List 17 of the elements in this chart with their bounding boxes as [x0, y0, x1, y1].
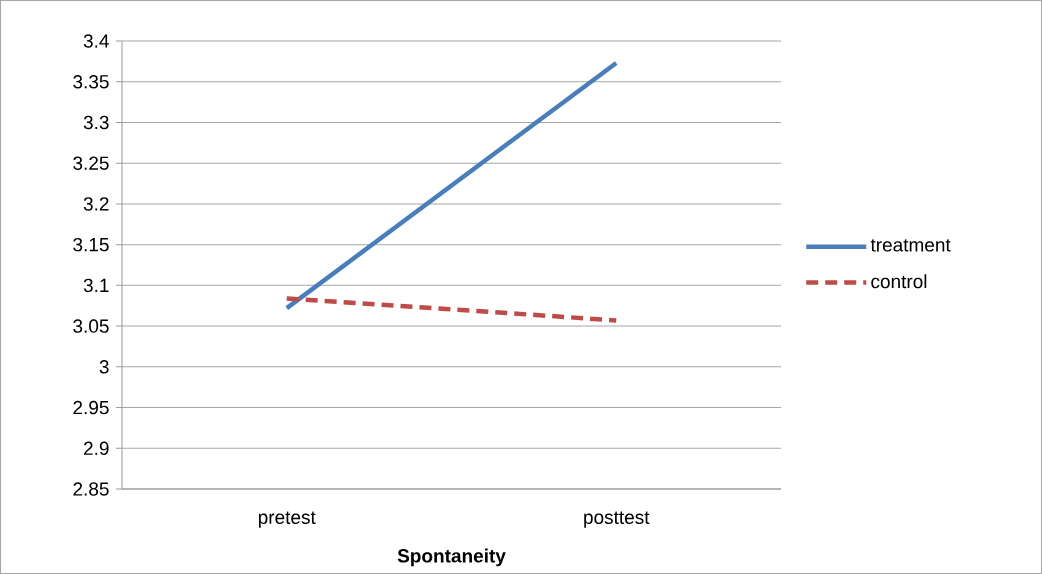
y-tick-label: 2.9: [84, 441, 109, 455]
y-tick-label: 3: [99, 360, 109, 374]
y-tick-label: 3.2: [83, 197, 109, 211]
x-tick-label: pretest: [258, 511, 316, 528]
y-tick-label: 3.3: [83, 115, 109, 130]
legend-label: control: [871, 274, 927, 289]
y-tick-label: 3.4: [83, 34, 109, 48]
y-tick-label: 3.35: [73, 75, 109, 89]
y-tick-label: 3.15: [73, 237, 109, 252]
x-tick-label: posttest: [584, 511, 650, 528]
y-tick-label: 3.05: [73, 319, 109, 333]
legend-label: treatment: [870, 239, 951, 252]
y-tick-label: 2.95: [73, 400, 109, 415]
y-tick-label: 3.1: [83, 278, 109, 293]
x-axis-title: Spontaneity: [397, 548, 506, 567]
y-tick-label: 2.85: [73, 482, 109, 496]
y-tick-label: 3.25: [73, 156, 109, 170]
